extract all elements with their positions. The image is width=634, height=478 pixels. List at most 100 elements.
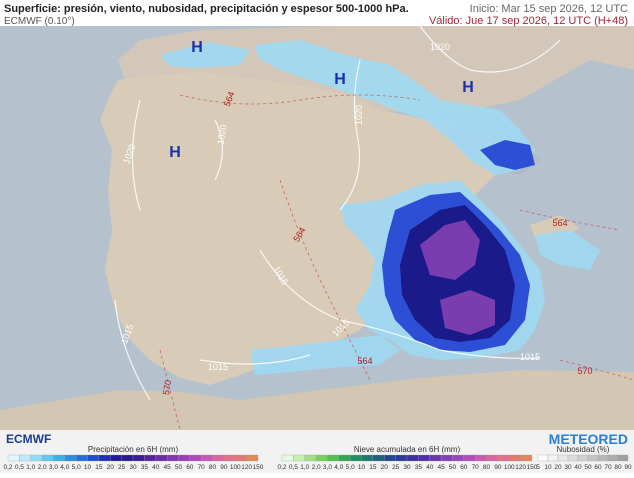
legend-swatch [19,454,31,462]
legend-swatch [587,454,599,462]
legend-title: Precipitación en 6H (mm) [88,445,179,454]
legend-swatch [577,454,589,462]
isobar-label: 1020 [354,105,364,125]
legend-tick-label: 120 [515,464,526,471]
legend-tick-label: 0,5 [289,464,298,471]
high-pressure: H [334,71,346,88]
legend-swatch [567,454,579,462]
legend-swatch [121,454,134,462]
legend-tick-label: 0,2 [3,464,12,471]
legend-swatch [617,454,629,462]
legend-tick-label: 90 [624,464,632,471]
legend-swatch [547,454,559,462]
legend-swatch [361,454,374,462]
thickness-label: 564 [552,218,567,228]
legend-swatch [395,454,408,462]
legend-swatch [223,454,236,462]
legend-tick-label: 25 [118,464,126,471]
legend-tick-label: 30 [403,464,411,471]
title: Superficie: presión, viento, nubosidad, … [4,3,409,15]
legend-swatch [30,454,43,462]
legend-tick-label: 70 [604,464,612,471]
legend-swatch [350,454,362,462]
legend-swatch [597,454,609,462]
legend-swatch [463,454,476,462]
legend-tick-label: 50 [449,464,457,471]
legend-swatch [201,454,213,462]
legend-tick-label: 100 [230,464,241,471]
legend-swatch [132,454,145,462]
legend-tick-label: 50 [584,464,592,471]
legend-tick-label: 80 [209,464,217,471]
legend-tick-label: 2,0 [38,464,47,471]
legend-tick-label: 80 [614,464,622,471]
legend-swatch [509,454,521,462]
legend-tick-label: 15 [95,464,103,471]
legend-swatch [98,454,111,462]
legend-swatch [406,454,419,462]
legend-swatch [110,454,122,462]
legend-swatch [53,454,65,462]
legend-tick-label: 20 [107,464,115,471]
legend-tick-label: 40 [426,464,434,471]
legend-swatch [304,454,317,462]
legend-tick-label: 120 [241,464,252,471]
ecmwf-logo: ECMWF [6,432,51,446]
legend-tick-label: 1,0 [300,464,309,471]
legend-tick-label: 10 [358,464,366,471]
legend-swatch [429,454,442,462]
isobar-label: 1015 [520,352,540,362]
legend-swatch [452,454,464,462]
legend-swatch [293,454,305,462]
legend-tick-label: 60 [460,464,468,471]
legend-swatch [166,454,179,462]
legend-swatch [338,454,351,462]
legend-tick-label: 45 [437,464,445,471]
thickness-label: 564 [222,90,237,108]
legend-tick-label: 0,2 [277,464,286,471]
legend-tick-label: 70 [198,464,206,471]
legend-swatch [7,454,20,462]
legend-tick-label: 1,0 [26,464,35,471]
legend-swatch [41,454,54,462]
legend-swatch [315,454,328,462]
high-pressure: H [169,144,181,161]
legend-tick-label: 4,0 [60,464,69,471]
legend-swatch [189,454,202,462]
footer: ECMWF METEORED [0,430,634,473]
legend-tick-label: 100 [504,464,515,471]
legend-swatch [178,454,190,462]
legend-swatch [418,454,430,462]
legend-swatch [607,454,619,462]
init-time: Inicio: Mar 15 sep 2026, 12 UTC [470,3,628,15]
legend-tick-label: 15 [369,464,377,471]
legend-swatch [520,454,533,462]
legend-tick-label: 5,0 [346,464,355,471]
legend-title: Nubosidad (%) [557,445,610,454]
legend-tick-label: 5 [536,464,540,471]
valid-time: Válido: Jue 17 sep 2026, 12 UTC (H+48) [429,15,628,27]
legend-tick-label: 40 [574,464,582,471]
legend-tick-label: 60 [594,464,602,471]
legend-swatch [281,454,294,462]
legend-swatch [76,454,88,462]
legend-tick-label: 25 [392,464,400,471]
legend-swatch [475,454,487,462]
isobar-label: 1015 [208,362,228,372]
legend-tick-label: 150 [527,464,538,471]
legend-tick-label: 90 [220,464,228,471]
legend-tick-label: 80 [483,464,491,471]
legend-tick-label: 35 [141,464,149,471]
legend-tick-label: 45 [163,464,171,471]
legend-tick-label: 5,0 [72,464,81,471]
legend-tick-label: 4,0 [334,464,343,471]
legend-swatch [537,454,549,462]
legend-swatch [212,454,225,462]
thickness-label: 564 [357,356,372,366]
legend-tick-label: 30 [129,464,137,471]
legend-tick-label: 20 [381,464,389,471]
legend-tick-label: 35 [415,464,423,471]
legend-tick-label: 50 [175,464,183,471]
legend-tick-label: 0,5 [15,464,24,471]
